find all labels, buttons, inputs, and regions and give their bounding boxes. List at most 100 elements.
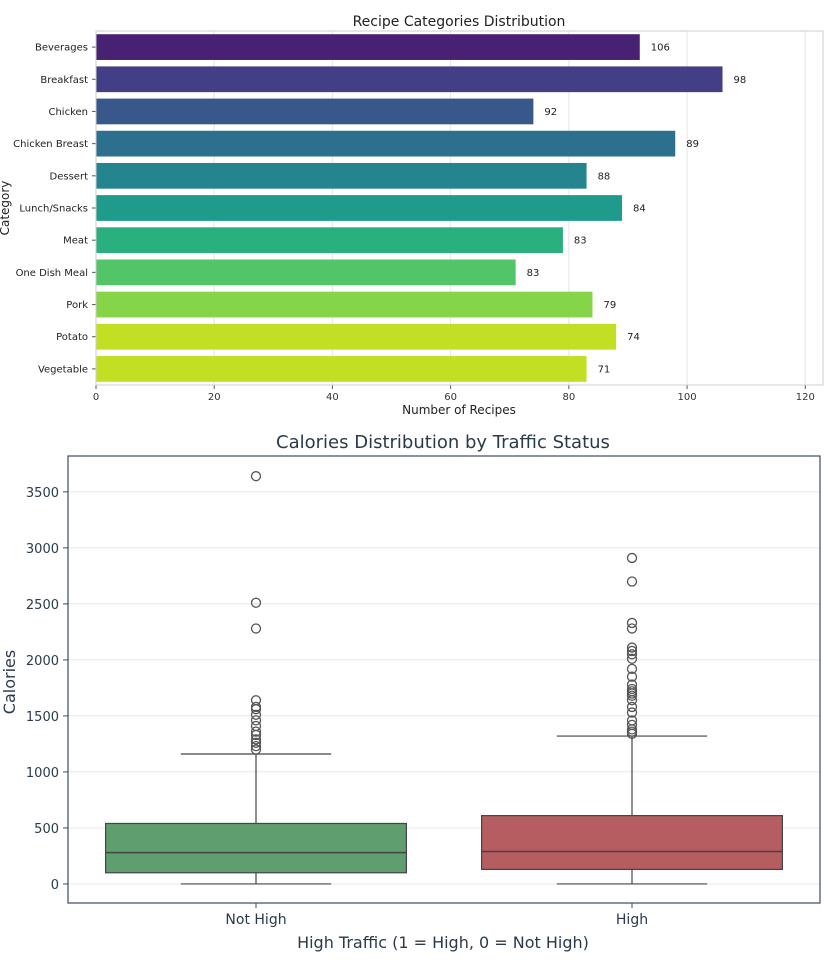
chart1-bar <box>96 98 534 125</box>
chart1-data-label: 83 <box>574 236 587 247</box>
outlier-point <box>626 715 638 726</box>
chart1-y-tick-label: Chicken Breast <box>13 139 88 150</box>
chart1-y-tick-label: Breakfast <box>40 75 88 86</box>
chart1-y-tick-label: Meat <box>63 236 88 247</box>
outlier-point <box>250 471 262 482</box>
chart1-x-tick-labels: 0 20 40 60 80 100 120 <box>93 385 815 403</box>
outlier-point <box>626 645 638 657</box>
chart2-y-axis-label: Calories <box>0 650 19 714</box>
chart2-x-tick-label: High <box>616 912 648 928</box>
outlier-point <box>626 617 638 629</box>
chart1-bar <box>96 66 723 93</box>
chart2-y-tick-label: 0 <box>51 878 59 893</box>
chart2-y-tick-labels: 0 500 1000 1500 2000 2500 3000 3500 <box>26 486 68 893</box>
chart1-y-tick-label: One Dish Meal <box>16 268 88 279</box>
chart1-data-label: 98 <box>734 75 747 86</box>
outlier-point <box>626 649 638 660</box>
chart1-data-label: 92 <box>544 107 557 118</box>
chart2-x-axis-label: High Traffic (1 = High, 0 = Not High) <box>297 933 589 952</box>
chart1-y-tick-label: Lunch/Snacks <box>19 204 88 215</box>
chart1-data-label: 89 <box>686 139 699 150</box>
iqr-box <box>481 815 783 870</box>
chart2-y-tick-label: 1500 <box>26 710 59 725</box>
chart1-plot-frame <box>95 30 824 386</box>
outlier-point <box>626 663 638 675</box>
chart1-bar <box>96 291 593 318</box>
chart1-bar <box>96 130 676 157</box>
chart1-data-label: 88 <box>598 171 611 182</box>
outlier-point <box>626 623 638 634</box>
chart1-y-tick-labels: Beverages Breakfast Chicken Chicken Breast D… <box>13 43 96 375</box>
box-high <box>481 552 783 885</box>
chart2-y-tick-label: 2500 <box>26 598 59 613</box>
chart2-x-tick-labels: Not High High <box>225 903 648 928</box>
chart1-x-tick-label: 40 <box>326 392 339 403</box>
chart1-title: Recipe Categories Distribution <box>353 14 566 30</box>
chart1-bar <box>96 259 516 286</box>
chart1-data-label: 84 <box>633 204 646 215</box>
outlier-point <box>250 709 262 720</box>
outlier-point <box>626 653 638 664</box>
chart2-y-tick-label: 2000 <box>26 654 59 669</box>
chart1-y-axis-label: Category <box>0 181 12 236</box>
chart2-y-tick-label: 1000 <box>26 766 59 781</box>
outlier-point <box>250 726 262 737</box>
chart1-y-tick-label: Dessert <box>50 171 89 182</box>
chart1-data-label: 74 <box>627 332 640 343</box>
chart2-plot-frame <box>67 455 821 904</box>
chart1-y-tick-label: Vegetable <box>38 364 88 375</box>
outlier-point <box>626 671 638 682</box>
outlier-point <box>626 719 638 731</box>
chart1-bar <box>96 195 623 221</box>
chart1-data-label: 71 <box>598 364 611 375</box>
chart2-x-tick-label: Not High <box>225 912 286 928</box>
outlier-point <box>250 734 262 745</box>
outlier-point <box>250 695 262 706</box>
chart1-y-tick-label: Potato <box>56 332 88 343</box>
chart2-y-tick-label: 500 <box>34 822 59 837</box>
outlier-point <box>626 683 638 695</box>
chart1-x-tick-label: 0 <box>93 392 99 403</box>
chart1-x-tick-label: 80 <box>562 392 575 403</box>
calories-boxplot-chart: Calories Distribution by Traffic Status … <box>0 432 821 952</box>
outlier-point <box>250 744 262 755</box>
chart1-x-tick-label: 120 <box>796 392 815 403</box>
chart1-y-tick-label: Chicken <box>48 107 88 118</box>
chart1-x-tick-label: 20 <box>208 392 221 403</box>
chart2-y-tick-label: 3000 <box>26 542 59 557</box>
outlier-point <box>626 576 638 587</box>
iqr-box <box>104 822 407 874</box>
chart1-bars <box>96 34 723 382</box>
chart1-bar <box>96 227 563 254</box>
chart1-data-labels: 106 98 92 89 88 84 83 83 79 74 71 <box>527 43 747 376</box>
outlier-point <box>250 720 262 732</box>
outlier-point <box>626 642 638 653</box>
outlier-point <box>626 701 638 713</box>
outlier-point <box>250 741 262 752</box>
chart2-boxes <box>104 471 783 885</box>
outlier-point <box>250 701 262 713</box>
chart1-bar <box>96 323 617 350</box>
box-not-high <box>104 471 407 885</box>
outlier-point <box>626 679 638 690</box>
outlier-point <box>626 707 638 718</box>
outlier-point <box>250 597 262 608</box>
chart1-bar <box>96 34 640 60</box>
chart1-x-tick-label: 60 <box>444 392 457 403</box>
chart1-y-tick-label: Pork <box>66 300 88 311</box>
chart1-bar <box>96 162 587 189</box>
outlier-point <box>626 552 638 564</box>
recipe-categories-chart: Recipe Categories Distribution 106 98 92 89… <box>0 14 824 417</box>
chart2-title: Calories Distribution by Traffic Status <box>276 432 610 453</box>
chart1-x-axis-label: Number of Recipes <box>402 403 516 417</box>
chart1-data-label: 106 <box>651 43 670 54</box>
outlier-point <box>250 737 262 748</box>
outlier-point <box>250 623 262 634</box>
chart1-y-tick-label: Beverages <box>35 43 88 54</box>
chart1-x-tick-label: 100 <box>678 392 697 403</box>
chart1-data-label: 83 <box>527 268 540 279</box>
chart1-data-label: 79 <box>603 300 616 311</box>
outlier-point <box>250 715 262 726</box>
chart2-y-tick-label: 3500 <box>26 486 59 501</box>
chart1-bar <box>96 356 587 382</box>
